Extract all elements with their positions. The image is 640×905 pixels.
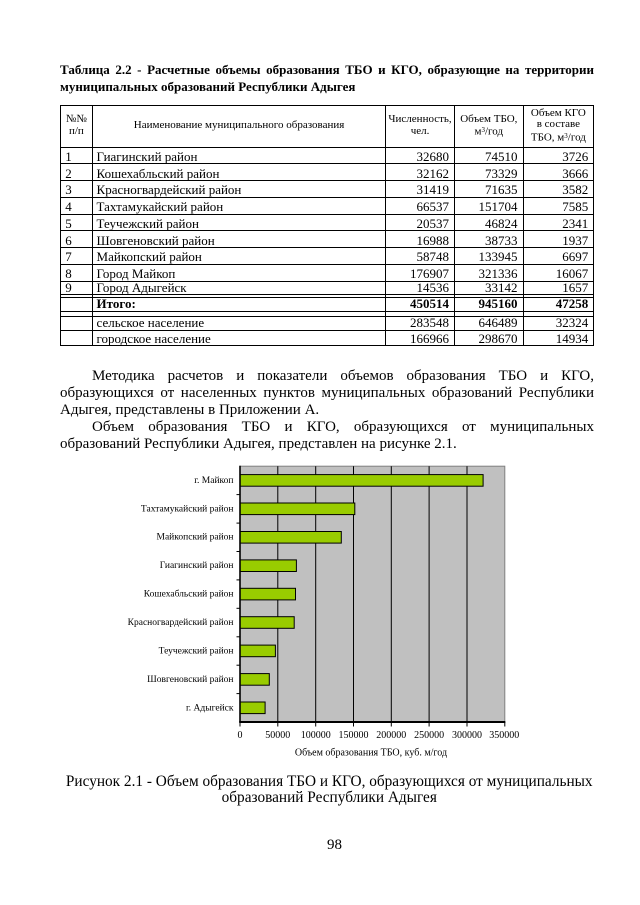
- svg-text:Майкопский район: Майкопский район: [157, 532, 234, 543]
- svg-text:Гиагинский район: Гиагинский район: [160, 560, 234, 571]
- svg-text:г. Майкоп: г. Майкоп: [194, 475, 233, 486]
- svg-text:50000: 50000: [265, 730, 290, 741]
- svg-text:г. Адыгейск: г. Адыгейск: [186, 702, 234, 713]
- svg-text:Кошехабльский район: Кошехабльский район: [144, 589, 234, 600]
- svg-text:Теучежский район: Теучежский район: [159, 645, 234, 656]
- svg-text:0: 0: [238, 730, 243, 741]
- svg-text:100000: 100000: [301, 730, 331, 741]
- svg-text:Красногвардейский район: Красногвардейский район: [128, 617, 234, 628]
- svg-text:300000: 300000: [452, 730, 482, 741]
- svg-text:Объем образования ТБО, куб. м/: Объем образования ТБО, куб. м/год: [295, 747, 447, 758]
- svg-text:Тахтамукайский район: Тахтамукайский район: [141, 503, 234, 514]
- svg-text:150000: 150000: [339, 730, 369, 741]
- svg-text:250000: 250000: [414, 730, 444, 741]
- svg-text:350000: 350000: [489, 730, 519, 741]
- svg-text:Шовгеновский район: Шовгеновский район: [147, 674, 233, 685]
- svg-text:200000: 200000: [376, 730, 406, 741]
